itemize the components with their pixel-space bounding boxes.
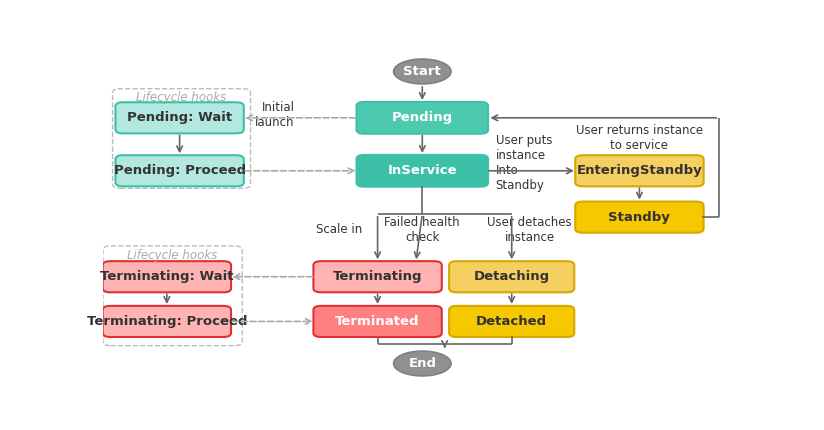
FancyBboxPatch shape	[575, 202, 704, 233]
FancyBboxPatch shape	[357, 155, 488, 187]
FancyBboxPatch shape	[115, 155, 244, 186]
Text: User detaches
instance: User detaches instance	[487, 216, 572, 244]
Text: End: End	[409, 357, 436, 370]
Text: Initial
launch: Initial launch	[255, 101, 295, 129]
FancyBboxPatch shape	[313, 261, 442, 292]
Ellipse shape	[394, 59, 451, 84]
Text: User puts
instance
Into
Standby: User puts instance Into Standby	[496, 134, 552, 191]
Text: Start: Start	[404, 65, 441, 78]
Text: Standby: Standby	[608, 211, 671, 224]
FancyBboxPatch shape	[313, 306, 442, 337]
Text: Detaching: Detaching	[474, 270, 550, 283]
Text: Failed health
check: Failed health check	[385, 216, 460, 244]
FancyBboxPatch shape	[103, 306, 231, 337]
FancyBboxPatch shape	[449, 261, 574, 292]
Text: User returns instance
to service: User returns instance to service	[576, 124, 703, 152]
Text: EnteringStandby: EnteringStandby	[577, 164, 702, 177]
Text: Terminating: Terminating	[333, 270, 423, 283]
Text: Terminating: Wait: Terminating: Wait	[100, 270, 234, 283]
Text: Lifecycle hooks: Lifecycle hooks	[128, 249, 218, 262]
Text: Pending: Pending	[391, 111, 453, 124]
FancyBboxPatch shape	[575, 155, 704, 186]
Text: Pending: Proceed: Pending: Proceed	[114, 164, 246, 177]
Text: InService: InService	[387, 164, 457, 177]
FancyBboxPatch shape	[115, 102, 244, 133]
Text: Terminated: Terminated	[335, 315, 420, 328]
Text: Detached: Detached	[476, 315, 547, 328]
FancyBboxPatch shape	[357, 102, 488, 134]
FancyBboxPatch shape	[449, 306, 574, 337]
Text: Lifecycle hooks: Lifecycle hooks	[137, 92, 227, 104]
Text: Terminating: Proceed: Terminating: Proceed	[87, 315, 247, 328]
FancyBboxPatch shape	[103, 261, 231, 292]
Text: Scale in: Scale in	[316, 223, 363, 236]
Text: Pending: Wait: Pending: Wait	[127, 111, 232, 124]
Ellipse shape	[394, 351, 451, 376]
